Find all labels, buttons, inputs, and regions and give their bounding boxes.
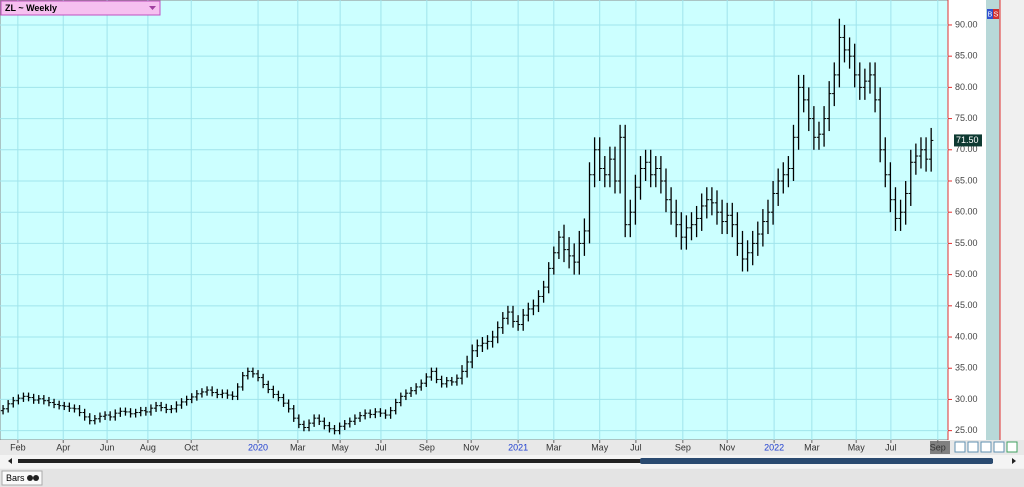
last-price-label: 71.50 bbox=[956, 135, 979, 145]
tab-icon bbox=[27, 475, 33, 481]
time-axis bbox=[0, 440, 1024, 455]
scroll-left[interactable] bbox=[8, 458, 12, 464]
x-tick-label: 2021 bbox=[508, 442, 528, 452]
scroll-track bbox=[18, 459, 993, 463]
y-tick-label: 25.00 bbox=[955, 425, 978, 435]
y-tick-label: 85.00 bbox=[955, 51, 978, 61]
x-tick-label: Mar bbox=[546, 442, 562, 452]
bars-tab[interactable] bbox=[1, 470, 43, 486]
y-tick-label: 45.00 bbox=[955, 300, 978, 310]
chart-title: ZL ~ Weekly bbox=[5, 3, 57, 13]
buy-button[interactable] bbox=[987, 9, 993, 19]
y-tick-label: 65.00 bbox=[955, 175, 978, 185]
x-tick-label: Mar bbox=[804, 442, 820, 452]
y-tick-label: 90.00 bbox=[955, 19, 978, 29]
y-tick-label: 60.00 bbox=[955, 207, 978, 217]
scroll-right[interactable] bbox=[1012, 458, 1016, 464]
sell-label[interactable]: S bbox=[994, 11, 999, 18]
plot-area bbox=[0, 0, 949, 441]
bars-tab-label[interactable]: Bars bbox=[6, 473, 25, 483]
x-tick-label: Sep bbox=[419, 442, 435, 452]
x-tick-label: Sep bbox=[930, 442, 946, 452]
y-tick-label: 55.00 bbox=[955, 238, 978, 248]
x-tick-label: Apr bbox=[56, 442, 70, 452]
x-tick-label: Mar bbox=[290, 442, 306, 452]
x-tick-label: 2020 bbox=[248, 442, 268, 452]
tool-button[interactable] bbox=[1006, 441, 1018, 453]
tool-button[interactable] bbox=[967, 441, 979, 453]
x-tick-label: Jun bbox=[100, 442, 115, 452]
tool-button[interactable] bbox=[993, 441, 1005, 453]
x-tick-label: Sep bbox=[675, 442, 691, 452]
scroll-thumb[interactable] bbox=[640, 458, 993, 464]
x-tick-label: Oct bbox=[184, 442, 199, 452]
tool-button[interactable] bbox=[980, 441, 992, 453]
tab-bar bbox=[0, 469, 1024, 487]
y-tick-label: 70.00 bbox=[955, 144, 978, 154]
y-tick-label: 40.00 bbox=[955, 331, 978, 341]
sell-button[interactable] bbox=[993, 9, 999, 19]
x-tick-label: Jul bbox=[630, 442, 642, 452]
y-tick-label: 50.00 bbox=[955, 269, 978, 279]
x-tick-label: Nov bbox=[463, 442, 480, 452]
x-tick-label: Jul bbox=[885, 442, 897, 452]
y-tick-label: 80.00 bbox=[955, 82, 978, 92]
symbol-dropdown[interactable] bbox=[149, 6, 156, 10]
tab-icon bbox=[33, 475, 39, 481]
x-tick-label: May bbox=[332, 442, 350, 452]
time-cursor bbox=[930, 441, 950, 454]
price-axis bbox=[948, 0, 986, 440]
x-tick-label: 2022 bbox=[764, 442, 784, 452]
x-tick-label: May bbox=[848, 442, 866, 452]
x-tick-label: Jul bbox=[375, 442, 387, 452]
y-tick-label: 75.00 bbox=[955, 113, 978, 123]
x-tick-label: Nov bbox=[719, 442, 736, 452]
y-tick-label: 30.00 bbox=[955, 394, 978, 404]
x-tick-label: Aug bbox=[140, 442, 156, 452]
y-tick-label: 35.00 bbox=[955, 363, 978, 373]
last-price-box bbox=[954, 134, 982, 147]
toolbar bbox=[954, 441, 1018, 453]
bars bbox=[0, 18, 934, 435]
buy-label[interactable]: B bbox=[988, 11, 993, 18]
symbol-box[interactable] bbox=[0, 0, 161, 16]
grid bbox=[0, 0, 948, 440]
tool-button[interactable] bbox=[954, 441, 966, 453]
x-tick-label: Feb bbox=[10, 442, 26, 452]
side-panel bbox=[986, 0, 1000, 440]
x-tick-label: May bbox=[591, 442, 609, 452]
